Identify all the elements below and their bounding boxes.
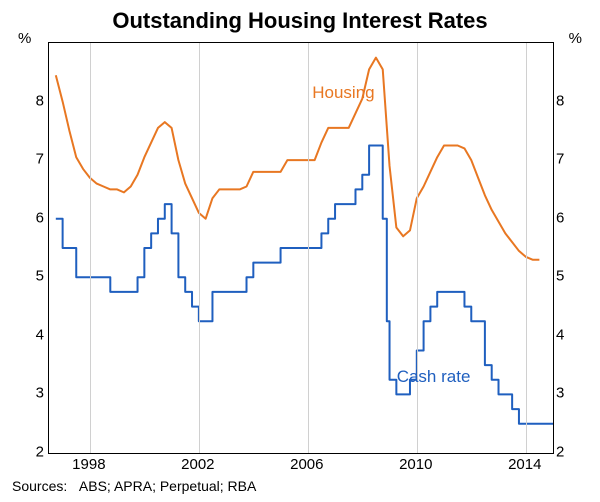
y-tick-label-right: 7 — [556, 151, 596, 168]
x-tick-label: 2010 — [399, 456, 432, 473]
y-tick-label-right: 5 — [556, 268, 596, 285]
y-tick-label-left: 7 — [4, 151, 44, 168]
y-tick-label-left: 6 — [4, 209, 44, 226]
x-tick-label: 2014 — [508, 456, 541, 473]
y-tick-label-left: 2 — [4, 444, 44, 461]
grid-line — [308, 43, 309, 453]
y-unit-right: % — [569, 30, 582, 47]
y-tick-label-right: 8 — [556, 92, 596, 109]
sources-text: ABS; APRA; Perpetual; RBA — [79, 478, 256, 494]
y-unit-left: % — [18, 30, 31, 47]
cash-rate-series-label: Cash rate — [397, 367, 471, 387]
y-tick-label-left: 8 — [4, 92, 44, 109]
sources-label: Sources: — [12, 478, 67, 494]
y-tick-label-left: 5 — [4, 268, 44, 285]
x-tick-label: 2006 — [290, 456, 323, 473]
x-tick-label: 1998 — [72, 456, 105, 473]
y-tick-label-left: 4 — [4, 326, 44, 343]
housing-series-label: Housing — [312, 83, 374, 103]
housing-line — [56, 58, 540, 260]
y-tick-label-right: 4 — [556, 326, 596, 343]
grid-line — [90, 43, 91, 453]
chart-title: Outstanding Housing Interest Rates — [0, 0, 600, 34]
y-tick-label-right: 6 — [556, 209, 596, 226]
grid-line — [526, 43, 527, 453]
chart-container: Outstanding Housing Interest Rates % % S… — [0, 0, 600, 502]
chart-svg — [49, 43, 553, 453]
x-tick-label: 2002 — [181, 456, 214, 473]
y-tick-label-right: 3 — [556, 385, 596, 402]
y-tick-label-right: 2 — [556, 444, 596, 461]
grid-line — [417, 43, 418, 453]
grid-line — [199, 43, 200, 453]
plot-area — [48, 42, 554, 454]
y-tick-label-left: 3 — [4, 385, 44, 402]
sources-line: Sources: ABS; APRA; Perpetual; RBA — [12, 478, 256, 494]
